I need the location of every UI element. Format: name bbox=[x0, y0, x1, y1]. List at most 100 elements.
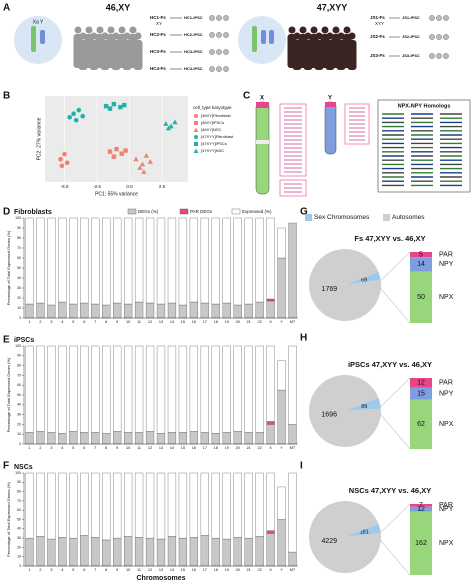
y-tick-label: 40 bbox=[17, 527, 21, 531]
x-tick-label: 4 bbox=[61, 568, 63, 572]
x-tick-label: 9 bbox=[116, 568, 118, 572]
bar-segment bbox=[25, 432, 34, 445]
point bbox=[73, 117, 79, 123]
bar-segment bbox=[255, 432, 264, 445]
x-tick-label: 18 bbox=[214, 568, 218, 572]
bar-segment bbox=[211, 472, 220, 539]
person-head bbox=[343, 26, 351, 34]
colony bbox=[436, 15, 442, 21]
bar-segment bbox=[91, 472, 100, 538]
bar-segment bbox=[266, 421, 275, 425]
point bbox=[103, 103, 109, 109]
bar-segment bbox=[167, 536, 177, 567]
bar-segment bbox=[102, 472, 111, 541]
point bbox=[122, 102, 127, 108]
x-tick-label: 20 bbox=[236, 446, 240, 450]
legend-swatch bbox=[231, 208, 241, 215]
bar-segment bbox=[69, 431, 78, 445]
legend-swatch bbox=[193, 148, 199, 153]
bar-segment bbox=[178, 472, 188, 539]
x-tick-label: 13 bbox=[159, 320, 163, 324]
point bbox=[71, 111, 76, 117]
label: JS1-Fs bbox=[370, 15, 385, 20]
person-body bbox=[303, 40, 313, 70]
bar-segment bbox=[69, 537, 78, 567]
x-tick-label: 16 bbox=[192, 446, 196, 450]
bar-segment bbox=[211, 433, 220, 445]
x-tick-label: 1 bbox=[28, 320, 30, 324]
bar-segment bbox=[211, 303, 220, 319]
y-tick-label: 0 bbox=[19, 442, 21, 446]
label: Xa Y bbox=[33, 19, 44, 25]
bar-segment bbox=[277, 257, 286, 319]
y-tick-label: 70 bbox=[17, 499, 21, 503]
x-tick-label: 20 bbox=[236, 568, 240, 572]
x-tick-label: 19 bbox=[225, 568, 229, 572]
bar-segment bbox=[244, 537, 253, 567]
point bbox=[133, 156, 139, 162]
bar-segment bbox=[156, 472, 166, 540]
point bbox=[123, 148, 128, 153]
person-head bbox=[337, 32, 345, 40]
connector bbox=[380, 287, 411, 324]
person-head bbox=[326, 32, 334, 40]
bar-segment bbox=[36, 472, 45, 537]
chrom-x bbox=[252, 26, 257, 52]
label: HC2-iPSC bbox=[184, 32, 203, 37]
bar-segment bbox=[167, 217, 177, 304]
colony bbox=[216, 15, 222, 21]
breakdown-label: NPY bbox=[439, 506, 454, 513]
legend-label: [46XY]NSC bbox=[201, 127, 222, 132]
y-tick-label: 80 bbox=[17, 364, 21, 368]
label: JS1-iPSC bbox=[402, 15, 420, 20]
bar-segment bbox=[200, 432, 209, 445]
bar-segment bbox=[222, 345, 231, 433]
x-tick-label: 12 bbox=[148, 568, 152, 572]
bar-segment bbox=[134, 472, 144, 538]
bar-segment bbox=[69, 345, 78, 432]
x-tick-label: 15 bbox=[181, 320, 185, 324]
x-tick-label: 8 bbox=[105, 320, 107, 324]
x-tick-label: 6 bbox=[83, 320, 85, 324]
chart-title: NSCs 47,XYY vs. 46,XY bbox=[349, 486, 431, 495]
x-tick-label: 4 bbox=[61, 320, 63, 324]
label: JS2-Fs bbox=[370, 34, 385, 39]
bar-segment bbox=[47, 538, 56, 567]
y-tick-label: 90 bbox=[17, 354, 21, 358]
legend-swatch bbox=[127, 208, 137, 215]
bar-segment bbox=[277, 486, 286, 520]
legend-swatch bbox=[194, 121, 198, 125]
person-head bbox=[321, 26, 329, 34]
bar-segment bbox=[25, 537, 34, 567]
x-tick-label: X bbox=[269, 568, 272, 572]
x-tick-label: Y bbox=[280, 568, 283, 572]
breakdown-value: 62 bbox=[417, 421, 425, 428]
bar-segment bbox=[233, 472, 242, 538]
x-tick-label: 13 bbox=[159, 446, 163, 450]
label: HC4-Fs bbox=[150, 66, 166, 71]
connector bbox=[380, 413, 411, 450]
bar-segment bbox=[178, 345, 188, 433]
bar-segment bbox=[134, 345, 144, 433]
bar-segment bbox=[113, 302, 122, 319]
y-tick-label: 40 bbox=[17, 276, 21, 280]
bar-segment bbox=[113, 345, 122, 432]
bar-segment bbox=[277, 227, 286, 259]
person-body bbox=[89, 40, 99, 70]
bar-segment bbox=[36, 217, 45, 304]
bar-segment bbox=[123, 472, 133, 537]
bar-segment bbox=[167, 472, 177, 537]
bar-segment bbox=[123, 217, 133, 305]
colony bbox=[216, 66, 222, 72]
bar-segment bbox=[47, 345, 56, 433]
bar-segment bbox=[266, 345, 275, 422]
person-head bbox=[304, 32, 312, 40]
x-tick-label: 15 bbox=[181, 568, 185, 572]
x-tick-label: Y bbox=[280, 446, 283, 450]
bar-segment bbox=[189, 536, 199, 567]
breakdown-label: NPX bbox=[439, 294, 454, 301]
bar-segment bbox=[277, 360, 286, 391]
bar-segment bbox=[47, 304, 56, 319]
bar-segment bbox=[123, 303, 133, 319]
